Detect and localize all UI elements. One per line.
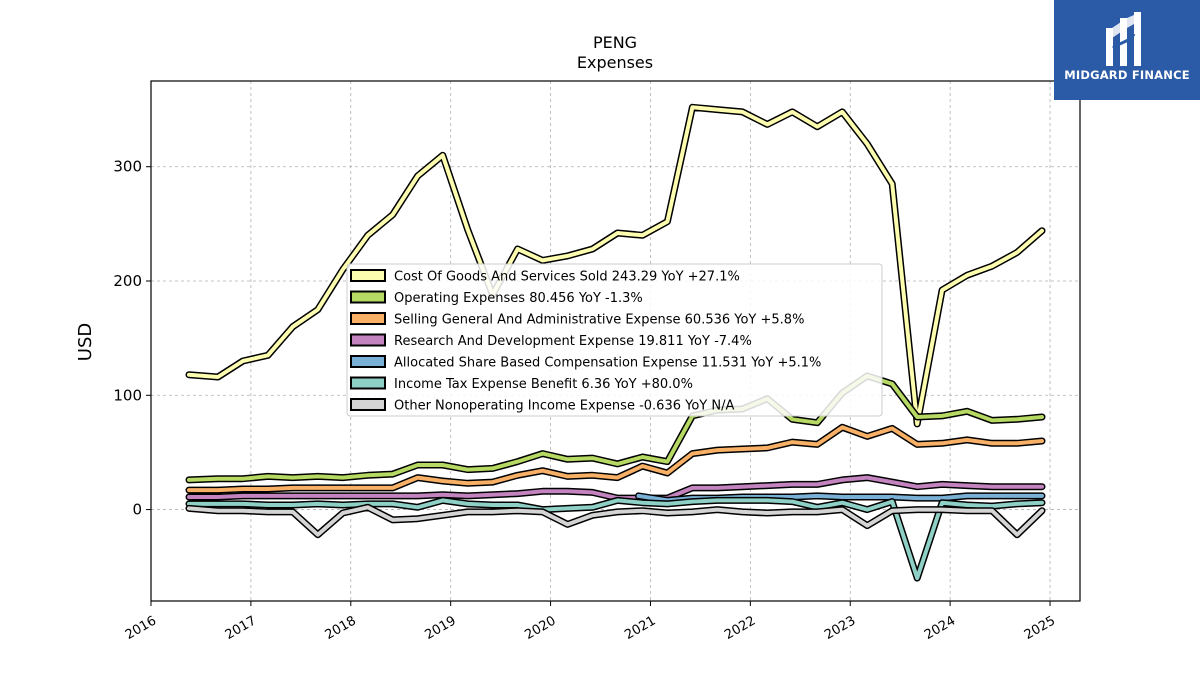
series-line <box>187 373 1044 482</box>
x-tick-label: 2017 <box>223 613 259 643</box>
plot-frame <box>150 80 1081 602</box>
y-tick-label: 300 <box>113 158 142 176</box>
legend-swatch <box>350 376 386 390</box>
series-line <box>187 105 1044 426</box>
chart-title: PENG <box>593 33 637 52</box>
legend-entry: Allocated Share Based Compensation Expen… <box>394 356 821 371</box>
x-tick-label: 2016 <box>123 613 159 643</box>
y-tick-label: 100 <box>113 386 142 404</box>
legend-swatch <box>350 269 386 282</box>
legend-entry: Selling General And Administrative Expen… <box>394 313 804 328</box>
legend-swatch <box>350 312 386 325</box>
legend-entry: Cost Of Goods And Services Sold 243.29 Y… <box>394 270 740 285</box>
legend-swatch <box>350 290 386 304</box>
legend-entry: Income Tax Expense Benefit 6.36 YoY +80.… <box>394 377 693 392</box>
x-tick-label: 2023 <box>822 613 858 643</box>
chart-subtitle: Expenses <box>577 53 653 72</box>
legend-entry: Other Nonoperating Income Expense -0.636… <box>394 399 734 414</box>
series-line <box>187 425 1044 493</box>
y-tick-label: 0 <box>132 501 142 519</box>
x-tick-label: 2024 <box>922 613 958 643</box>
series-lines <box>185 103 1046 582</box>
midgard-logo-icon <box>1106 12 1141 66</box>
legend-entry: Operating Expenses 80.456 YoY -1.3% <box>394 291 643 306</box>
y-tick-label: 200 <box>113 272 142 290</box>
legend-entry: Research And Development Expense 19.811 … <box>394 334 752 349</box>
brand-logo: MIDGARD FINANCE <box>1054 0 1200 100</box>
legend-swatch <box>350 355 386 368</box>
series-line <box>187 505 1044 537</box>
x-tick-label: 2021 <box>622 613 658 643</box>
series-line-outline <box>185 423 1046 494</box>
x-tick-label: 2018 <box>323 613 359 643</box>
legend-box <box>346 263 883 417</box>
x-tick-label: 2025 <box>1022 613 1058 643</box>
series-line <box>187 498 1044 581</box>
brand-name: MIDGARD FINANCE <box>1064 68 1190 82</box>
y-axis-label: USD <box>75 323 96 361</box>
x-tick-label: 2019 <box>423 613 459 643</box>
legend-swatch <box>350 398 386 411</box>
legend: Cost Of Goods And Services Sold 243.29 Y… <box>346 263 883 417</box>
x-tick-label: 2022 <box>722 613 758 643</box>
legend-swatch <box>350 333 386 347</box>
x-tick-label: 2020 <box>522 613 558 643</box>
